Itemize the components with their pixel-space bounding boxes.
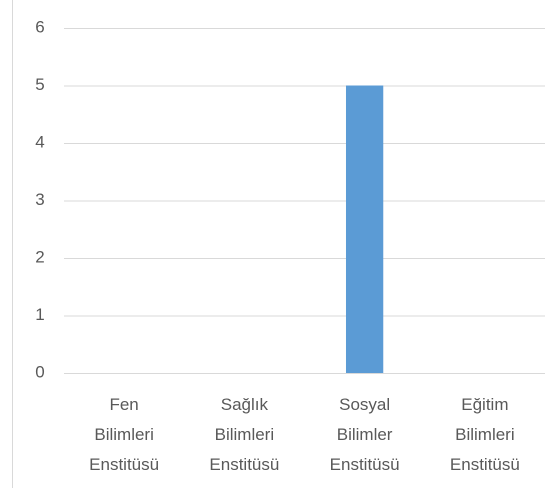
x-tick-label: Eğitim Bilimleri Enstitüsü <box>450 395 520 474</box>
x-tick-label: Sağlık Bilimleri Enstitüsü <box>209 395 279 474</box>
y-tick-label: 5 <box>35 75 44 94</box>
y-tick-label: 3 <box>35 190 44 209</box>
x-tick-label: Fen Bilimleri Enstitüsü <box>89 395 159 474</box>
bar <box>345 85 384 373</box>
y-tick-label: 6 <box>35 17 44 36</box>
y-tick-label: 2 <box>35 247 44 266</box>
y-tick-label: 4 <box>35 132 44 151</box>
y-tick-label: 1 <box>35 305 44 324</box>
x-tick-label: Sosyal Bilimler Enstitüsü <box>330 395 400 474</box>
y-tick-label: 0 <box>35 362 44 381</box>
